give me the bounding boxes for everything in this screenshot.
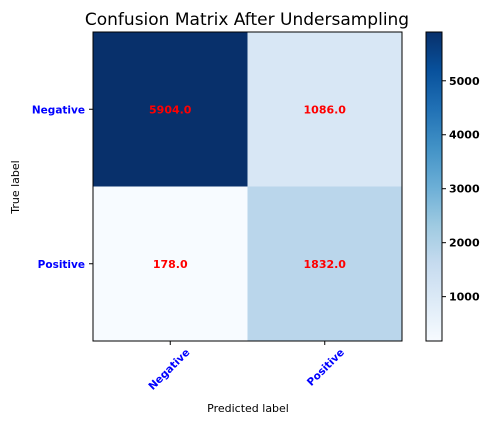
x-tick-label: Negative [146,347,192,393]
colorbar-ticks: 1000 2000 3000 4000 5000 [442,75,480,304]
heatmap-cell [93,32,248,187]
colorbar-tick-label: 4000 [449,129,480,142]
heatmap-cell [247,186,402,341]
y-axis-label: True label [9,160,22,214]
cell-value-label: 178.0 [153,258,188,271]
cell-value-label: 1832.0 [304,258,347,271]
colorbar-tick-label: 1000 [449,291,480,304]
chart-title: Confusion Matrix After Undersampling [85,10,409,30]
x-axis-label: Predicted label [207,402,289,415]
x-axis-ticks: Negative Positive [146,341,347,393]
cell-value-label: 1086.0 [304,103,347,116]
plot-frame [92,31,403,342]
cell-value-label: 5904.0 [149,103,192,116]
x-tick-label: Positive [305,347,347,389]
y-axis-ticks: Negative Positive [32,104,93,271]
y-tick-label: Positive [38,259,85,271]
heatmap-cell [93,186,248,341]
colorbar-tick-label: 5000 [449,75,480,88]
heatmap-cells: 5904.0 1086.0 178.0 1832.0 [93,32,402,341]
colorbar-tick-label: 2000 [449,237,480,250]
colorbar-tick-label: 3000 [449,183,480,196]
heatmap-cell [247,32,402,187]
colorbar [425,31,443,342]
y-tick-label: Negative [32,104,85,116]
